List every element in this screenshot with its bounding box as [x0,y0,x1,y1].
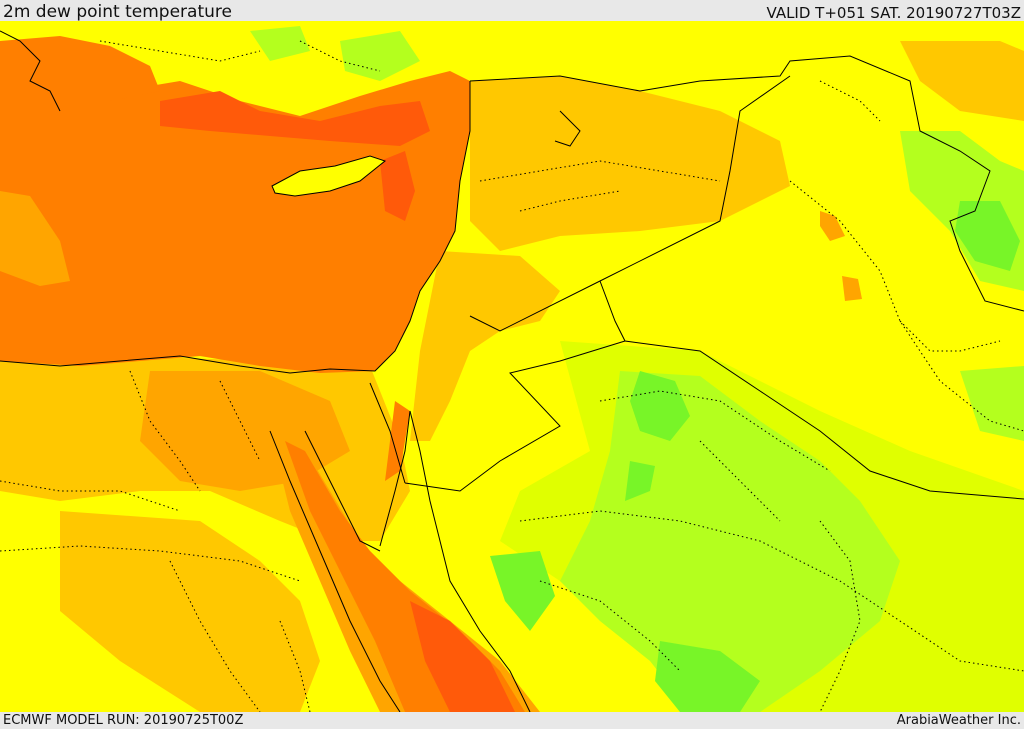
map-footer: ECMWF MODEL RUN: 20190725T00Z ArabiaWeat… [0,712,1024,729]
med-red-band-2 [380,151,415,221]
green-patch-2 [625,461,655,501]
amber-iraq-east [900,41,1024,121]
green-patch-7 [960,366,1024,441]
amber-syria [470,76,790,251]
green-patch-3 [490,551,555,631]
amber-levant [410,251,560,441]
coastlines [0,30,581,712]
green-patch-8 [340,31,420,81]
med-amber-west [0,191,70,286]
green-patch-9 [250,26,310,61]
map-title: 2m dew point temperature [3,2,232,22]
national-borders [369,55,1024,500]
map-header: 2m dew point temperature VALID T+051 SAT… [0,0,1024,22]
med-red-band-1 [160,91,430,146]
gulf-aqaba [385,401,410,481]
dew-point-map[interactable] [0,21,1024,712]
green-patch-6 [955,201,1020,271]
credit-label: ArabiaWeather Inc. [896,713,1021,728]
map-canvas [0,21,1024,712]
aegean [0,36,160,111]
green-patch-4 [655,641,760,712]
light-green-zone [560,371,900,712]
lake-2 [842,276,862,301]
red-sea-core [410,601,515,712]
red-sea-outer [270,431,540,712]
model-run: ECMWF MODEL RUN: 20190725T00Z [3,713,244,728]
lake-1 [820,211,845,241]
valid-time: VALID T+051 SAT. 20190727T03Z [766,4,1021,22]
amber-south-egypt [60,511,320,712]
admin-borders [0,40,1024,712]
cyprus [272,156,385,196]
mediterranean [0,71,470,373]
green-patch-1 [630,371,690,441]
